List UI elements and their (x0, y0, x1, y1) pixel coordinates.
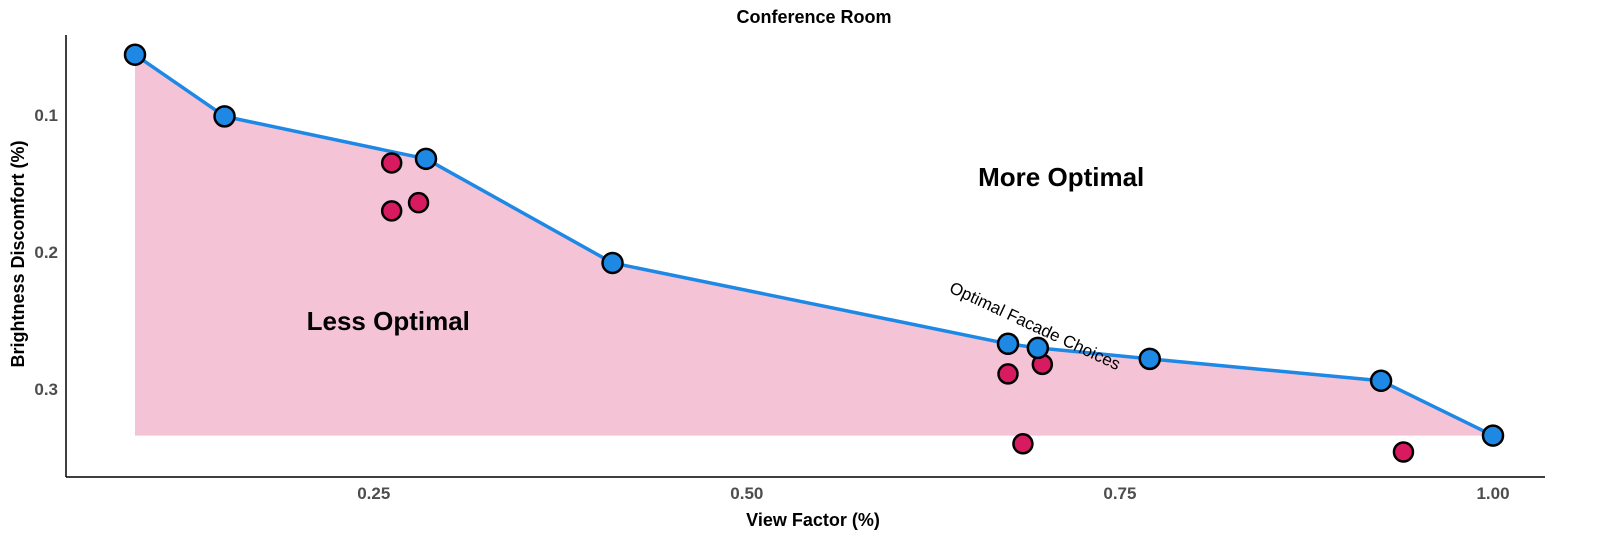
optimal-point (213, 105, 236, 128)
chart-title: Conference Room (736, 7, 891, 27)
x-tick-label: 1.00 (1476, 484, 1509, 503)
optimal-point (1369, 369, 1393, 393)
optimal-point (414, 147, 438, 171)
non-optimal-point (1392, 441, 1415, 463)
optimal-point (123, 43, 147, 66)
x-tick-label: 0.75 (1103, 484, 1136, 503)
data-points-layer (123, 43, 1505, 463)
non-optimal-point (1012, 433, 1034, 455)
y-tick-label: 0.3 (34, 380, 58, 399)
y-tick-label: 0.1 (34, 106, 58, 125)
non-optimal-point (997, 363, 1019, 385)
tick-labels-layer: 0.25 0.50 0.75 1.00 0.1 0.2 0.3 (34, 106, 1509, 503)
x-axis-label: View Factor (%) (746, 510, 880, 530)
region-annotation: Less Optimal (307, 306, 470, 336)
non-optimal-point (380, 200, 403, 222)
optimal-point (1481, 424, 1505, 447)
optimal-point (1026, 336, 1050, 360)
optimal-point (996, 332, 1020, 356)
less-optimal-region-layer (135, 54, 1493, 436)
non-optimal-point (380, 152, 403, 174)
y-axis-label: Brightness Discomfort (%) (8, 140, 28, 367)
region-annotation: More Optimal (978, 162, 1144, 192)
y-tick-label: 0.2 (34, 243, 58, 262)
x-tick-label: 0.50 (730, 484, 763, 503)
axes-layer (65, 35, 1545, 478)
optimal-point (1138, 347, 1162, 371)
x-tick-label: 0.25 (357, 484, 390, 503)
optimal-point (601, 251, 624, 275)
less-optimal-region (135, 54, 1493, 436)
non-optimal-point (407, 191, 430, 214)
